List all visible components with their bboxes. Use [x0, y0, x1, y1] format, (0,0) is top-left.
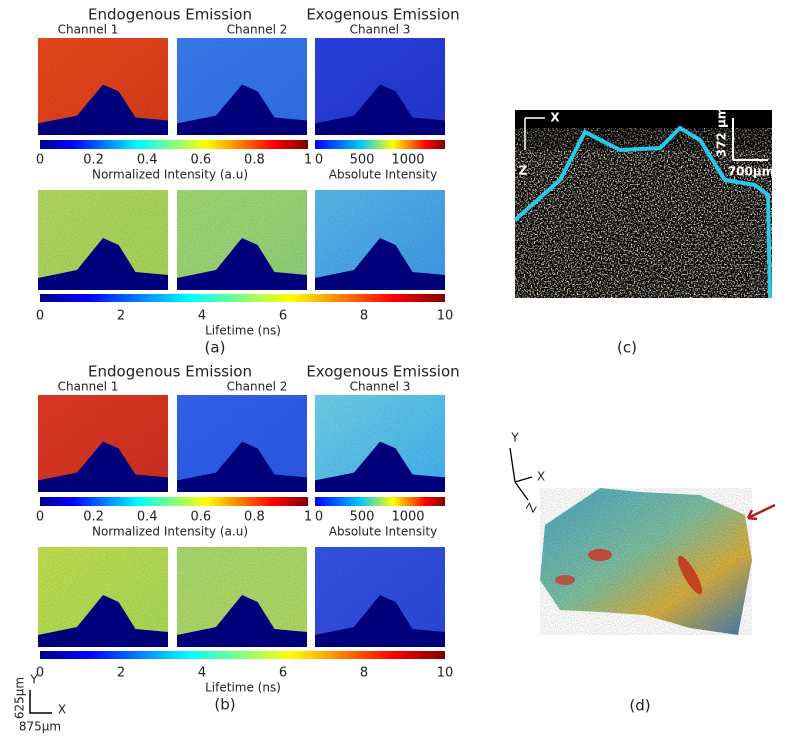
- colorbar-tick: 1: [304, 153, 312, 168]
- scale-axes: [29, 690, 52, 714]
- colorbar: [40, 294, 445, 302]
- oct-axes: [524, 117, 545, 150]
- colorbar-tick: 0: [36, 666, 44, 681]
- background-region: [315, 441, 445, 492]
- colorbar: [40, 140, 308, 149]
- colorbar-tick: 0.4: [137, 510, 158, 525]
- colorbar-label: Lifetime (ns): [205, 681, 281, 695]
- colorbar-tick: 1000: [391, 510, 424, 525]
- panel-label: (c): [617, 339, 637, 357]
- panel-label: (d): [629, 697, 650, 715]
- colorbar-tick: 0.8: [244, 510, 265, 525]
- colorbar-tick: 8: [360, 309, 368, 324]
- oct-surface: [513, 125, 772, 299]
- background-region: [315, 238, 445, 290]
- colorbar-tick: 0.4: [137, 153, 158, 168]
- colorbar-tick: 0.2: [83, 153, 104, 168]
- scale-length: 875µm: [19, 720, 61, 734]
- render-hotspot: [588, 549, 612, 561]
- axis-label: Y: [510, 431, 519, 445]
- colorbar-tick: 2: [117, 666, 125, 681]
- colorbar-tick: 10: [437, 309, 454, 324]
- scale-length: 700µm: [728, 165, 774, 179]
- colorbar-tick: 0: [315, 510, 323, 525]
- colorbar-tick: 4: [198, 666, 206, 681]
- heading: Exogenous Emission: [306, 363, 459, 381]
- colorbar-tick: 6: [279, 666, 287, 681]
- colorbar-label: Absolute Intensity: [329, 525, 438, 539]
- colorbar-label: Absolute Intensity: [329, 168, 438, 182]
- oct-tissue: [515, 128, 772, 298]
- colorbar-tick: 8: [360, 666, 368, 681]
- colorbar-tick: 0: [315, 153, 323, 168]
- render-axes: [509, 447, 533, 501]
- background-region: [177, 595, 307, 647]
- render-texture: [540, 488, 752, 635]
- arrow: [746, 503, 776, 521]
- channel-label: Channel 2: [227, 380, 288, 394]
- scale-length: 625µm: [13, 677, 27, 719]
- background-region: [38, 595, 168, 647]
- axis-label: X: [550, 111, 560, 125]
- channel-label: Channel 1: [58, 23, 119, 37]
- heading: Endogenous Emission: [88, 363, 252, 381]
- scale-length: 372 µm: [715, 107, 729, 158]
- channel-label: Channel 1: [58, 380, 119, 394]
- background-region: [177, 441, 307, 492]
- background-region: [315, 595, 445, 647]
- axis-label: Z: [523, 501, 539, 515]
- colorbar-tick: 0: [36, 510, 44, 525]
- channel-label: Channel 3: [350, 380, 411, 394]
- background-region: [177, 238, 307, 290]
- colorbar-tick: 500: [350, 510, 375, 525]
- background-region: [38, 238, 168, 290]
- colorbar: [315, 140, 445, 149]
- oct-scale: [732, 118, 768, 161]
- heading: Endogenous Emission: [88, 6, 252, 24]
- colorbar: [40, 651, 445, 659]
- colorbar-tick: 0.6: [190, 510, 211, 525]
- colorbar-label: Normalized Intensity (a.u): [92, 525, 248, 539]
- panel-label: (a): [205, 339, 226, 357]
- colorbar-tick: 0.8: [244, 153, 265, 168]
- axis-label: X: [537, 470, 545, 484]
- oct-panel: [513, 110, 772, 299]
- axis-label: Z: [519, 164, 528, 178]
- colorbar-label: Lifetime (ns): [205, 324, 281, 338]
- colorbar: [315, 497, 445, 506]
- colorbar-tick: 6: [279, 309, 287, 324]
- channel-label: Channel 3: [350, 23, 411, 37]
- render-hotspot: [555, 575, 575, 585]
- colorbar-tick: 4: [198, 309, 206, 324]
- colorbar-tick: 0: [36, 309, 44, 324]
- colorbar: [40, 497, 308, 506]
- background-region: [38, 84, 168, 135]
- background-region: [315, 84, 445, 135]
- colorbar-tick: 0: [36, 153, 44, 168]
- render-panel: [509, 447, 776, 635]
- colorbar-tick: 1: [304, 510, 312, 525]
- render-hotspot: [677, 555, 703, 595]
- panel-label: (b): [214, 696, 235, 714]
- colorbar-tick: 0.6: [190, 153, 211, 168]
- colorbar-label: Normalized Intensity (a.u): [92, 168, 248, 182]
- colorbar-tick: 10: [437, 666, 454, 681]
- background-region: [177, 84, 307, 135]
- colorbar-tick: 500: [350, 153, 375, 168]
- axis-label: Y: [29, 673, 38, 687]
- axis-label: X: [58, 703, 66, 717]
- heading: Exogenous Emission: [306, 6, 459, 24]
- colorbar-tick: 0.2: [83, 510, 104, 525]
- colorbar-tick: 2: [117, 309, 125, 324]
- channel-label: Channel 2: [227, 23, 288, 37]
- background-region: [38, 441, 168, 492]
- colorbar-tick: 1000: [391, 153, 424, 168]
